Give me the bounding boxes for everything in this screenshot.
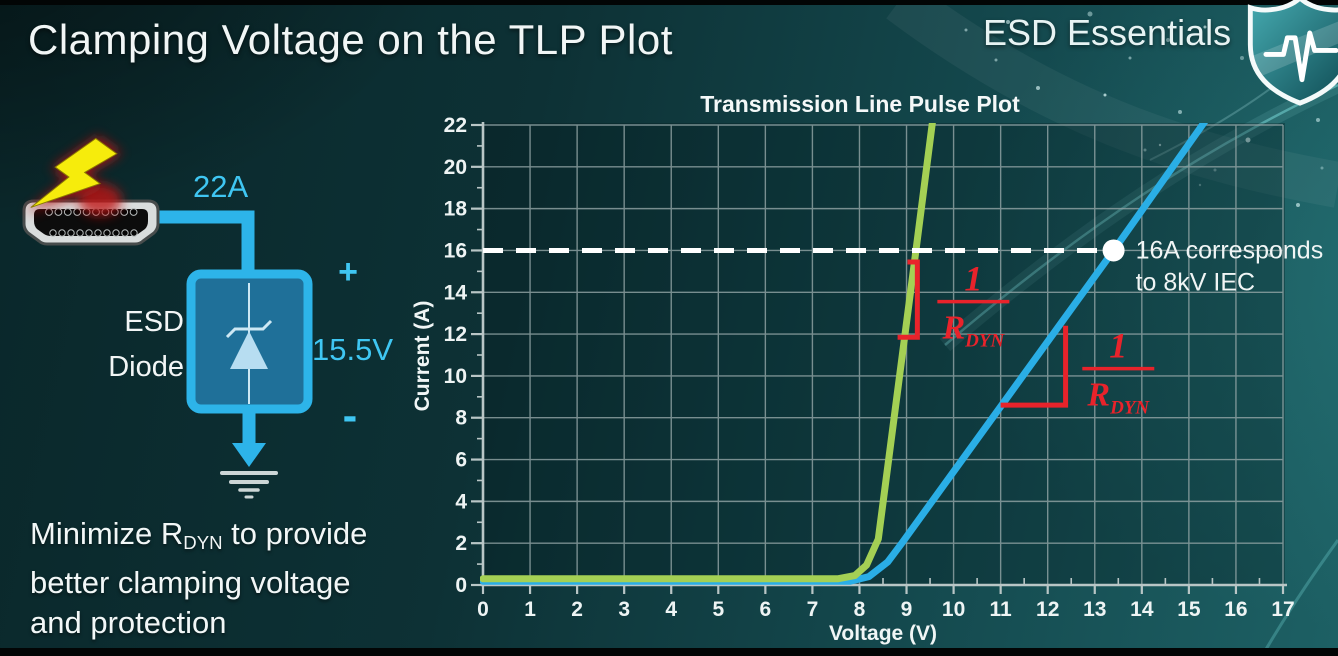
x-tick-label: 5 — [712, 598, 724, 621]
y-tick-label: 2 — [455, 532, 467, 555]
x-tick-label: 16 — [1224, 598, 1247, 621]
x-tick-label: 1 — [524, 598, 536, 621]
slide: Clamping Voltage on the TLP Plot ESD Ess… — [0, 0, 1338, 656]
y-tick-label: 18 — [444, 198, 468, 221]
x-tick-label: 13 — [1083, 598, 1106, 621]
marker-label-line2: to 8kV IEC — [1136, 268, 1256, 296]
fraction-numerator: 1 — [964, 259, 982, 299]
note-line2: better clamping voltage — [30, 563, 367, 603]
y-tick-label: 14 — [444, 281, 468, 304]
x-tick-label: 0 — [477, 598, 489, 621]
x-tick-label: 10 — [942, 598, 965, 621]
y-tick-label: 8 — [455, 407, 467, 430]
x-tick-label: 3 — [618, 598, 630, 621]
y-tick-label: 10 — [444, 365, 467, 388]
x-tick-label: 12 — [1036, 598, 1059, 621]
marker-dot — [1103, 239, 1125, 261]
x-tick-label: 8 — [854, 598, 866, 621]
x-tick-label: 11 — [990, 598, 1013, 621]
takeaway-note: Minimize RDYN to provide better clamping… — [30, 514, 367, 643]
chart-title: Transmission Line Pulse Plot — [700, 91, 1020, 117]
x-axis-title: Voltage (V) — [829, 622, 937, 645]
note-line1: Minimize RDYN to provide — [30, 514, 367, 563]
x-tick-label: 4 — [665, 598, 677, 621]
y-tick-label: 22 — [444, 114, 467, 137]
y-tick-label: 4 — [455, 490, 467, 513]
x-tick-label: 15 — [1177, 598, 1201, 621]
x-tick-label: 2 — [571, 598, 583, 621]
note-line3: and protection — [30, 603, 367, 643]
y-tick-label: 0 — [455, 574, 467, 597]
y-tick-label: 20 — [444, 156, 467, 179]
y-axis-title: Current (A) — [411, 301, 434, 412]
letterbox-bottom — [0, 648, 1338, 656]
x-tick-label: 6 — [760, 598, 772, 621]
y-tick-label: 12 — [444, 323, 467, 346]
y-tick-label: 6 — [455, 449, 467, 472]
y-tick-label: 16 — [444, 239, 467, 262]
x-tick-label: 7 — [807, 598, 819, 621]
x-tick-label: 9 — [901, 598, 913, 621]
fraction-numerator: 1 — [1109, 326, 1127, 366]
x-tick-label: 14 — [1130, 598, 1154, 621]
x-tick-label: 17 — [1271, 598, 1294, 621]
marker-label-line1: 16A corresponds — [1136, 236, 1324, 264]
